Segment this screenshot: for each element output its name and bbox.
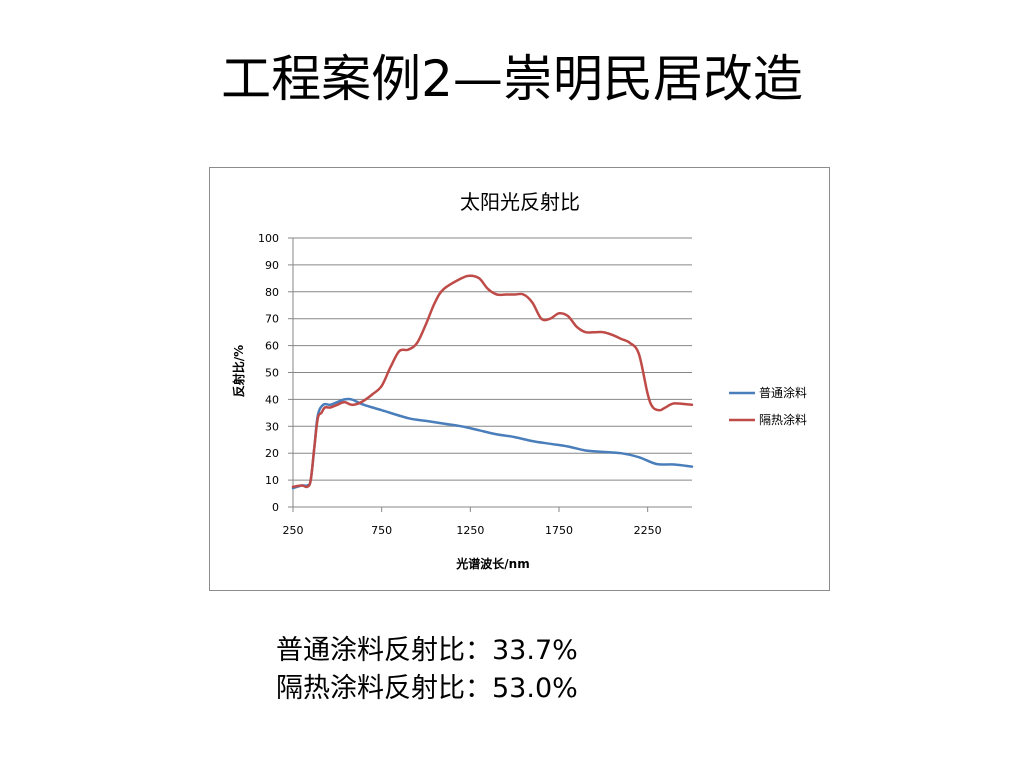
gridlines [293,237,692,481]
summary-normal-value: 33.7% [492,635,578,666]
reflectance-chart: 太阳光反射比 0 10 20 30 40 50 60 70 80 90 100 250 750 1250 1… [231,190,807,571]
summary-normal-label: 普通涂料反射比： [276,635,492,666]
x-tick-label: 2250 [634,524,662,537]
y-tick-label: 100 [258,232,279,245]
summary-block: 普通涂料反射比：33.7% 隔热涂料反射比：53.0% [276,632,578,708]
y-tick-label: 60 [265,340,279,353]
x-tick-label: 1250 [456,524,484,537]
y-tick-label: 10 [265,474,279,487]
y-axis-label: 反射比/% [231,345,246,397]
y-tick-label: 30 [265,420,279,433]
summary-insulating-value: 53.0% [492,673,578,704]
legend-label-0: 普通涂料 [759,385,807,400]
y-tick-label: 80 [265,286,279,299]
series-line-0 [291,397,694,490]
summary-normal-coating: 普通涂料反射比：33.7% [276,632,578,670]
summary-insulating-coating: 隔热涂料反射比：53.0% [276,670,578,708]
y-tick-label: 70 [265,313,279,326]
y-tick-label: 50 [265,367,279,380]
chart-frame: 太阳光反射比 0 10 20 30 40 50 60 70 80 90 100 250 750 1250 1… [209,167,830,591]
x-tick-label: 1750 [545,524,573,537]
y-tick-label: 90 [265,259,279,272]
x-tick-label: 750 [371,524,392,537]
chart-title: 太阳光反射比 [460,190,580,214]
x-tick-label: 250 [283,524,304,537]
series-lines [291,274,694,490]
legend-label-1: 隔热涂料 [759,412,807,427]
y-tick-label: 0 [272,501,279,514]
summary-insulating-label: 隔热涂料反射比： [276,673,492,704]
x-axis-label: 光谱波长/nm [455,556,529,571]
y-tick-label: 20 [265,447,279,460]
slide-title: 工程案例2—崇明民居改造 [221,50,803,108]
y-tick-label: 40 [265,393,279,406]
axes: 0 10 20 30 40 50 60 70 80 90 100 250 750 1250 1750 2250 [258,232,692,537]
series-line-1 [291,274,694,489]
